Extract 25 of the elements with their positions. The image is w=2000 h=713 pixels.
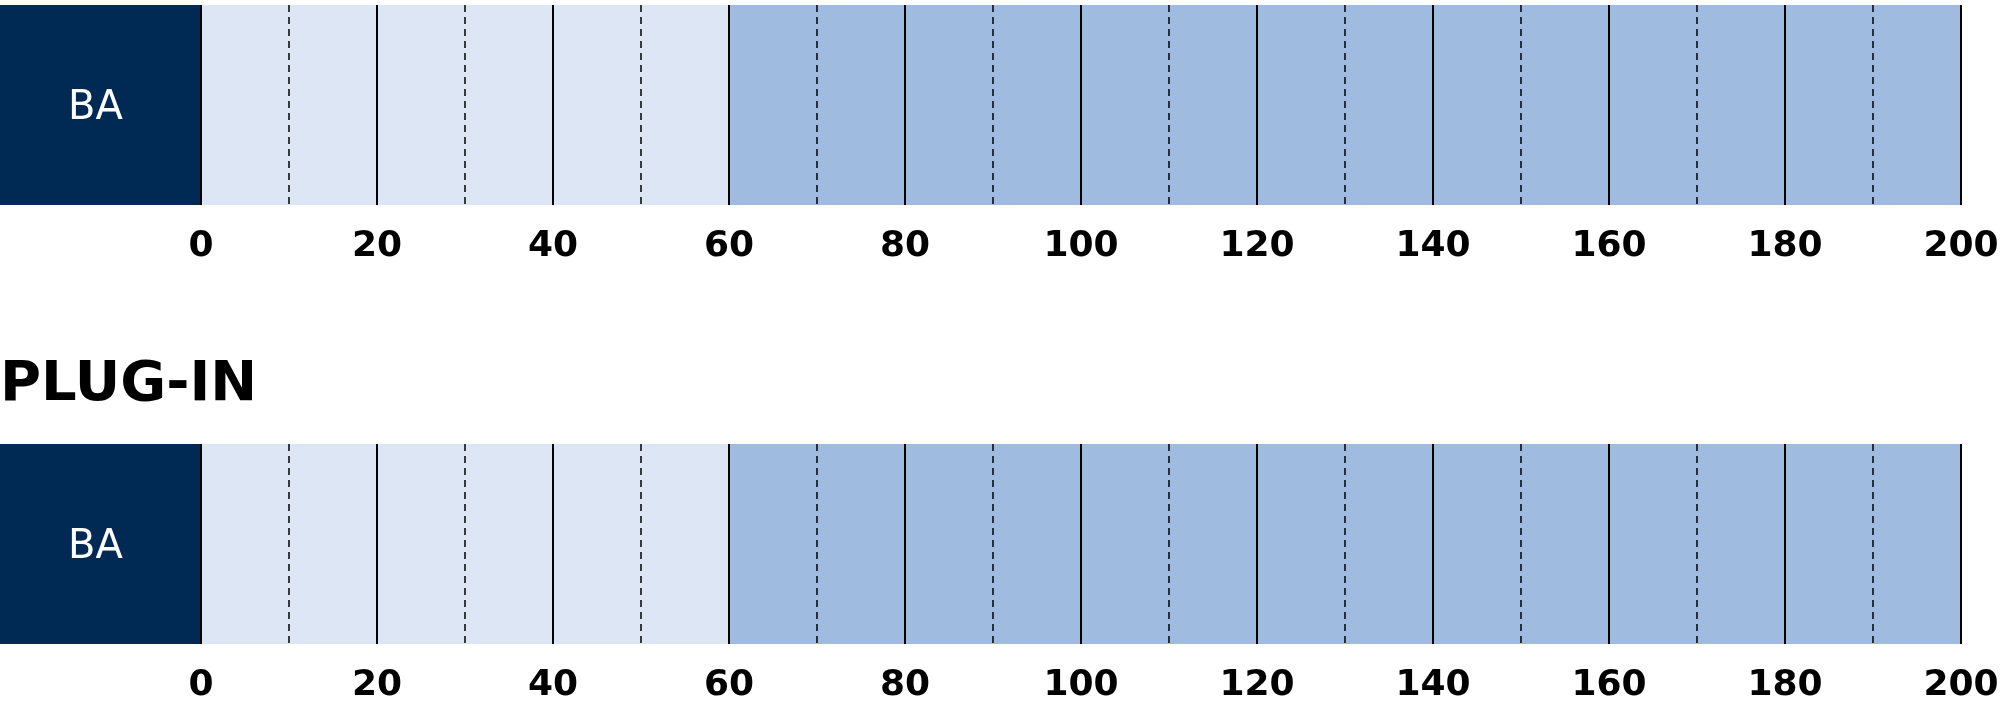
- x-tick-label: 200: [1923, 222, 1999, 264]
- x-tick-label: 140: [1395, 661, 1471, 703]
- x-tick-label: 80: [879, 661, 931, 703]
- x-tick-label: 140: [1395, 222, 1471, 264]
- x-tick-label: 20: [351, 661, 403, 703]
- x-tick-label: 0: [188, 661, 214, 703]
- x-tick-label: 180: [1747, 222, 1823, 264]
- x-tick-label: 80: [879, 222, 931, 264]
- x-tick-label: 40: [527, 222, 579, 264]
- x-tick-label: 60: [703, 661, 755, 703]
- x-tick-label: 120: [1219, 222, 1295, 264]
- x-tick-label: 160: [1571, 661, 1647, 703]
- x-tick-label: 160: [1571, 222, 1647, 264]
- x-tick-label: 20: [351, 222, 403, 264]
- x-tick-label: 200: [1923, 661, 1999, 703]
- x-tick-label: 100: [1043, 222, 1119, 264]
- x-tick-label: 120: [1219, 661, 1295, 703]
- x-tick-label: 180: [1747, 661, 1823, 703]
- x-tick-label: 60: [703, 222, 755, 264]
- x-tick-label: 40: [527, 661, 579, 703]
- y-tick-label: BA: [68, 521, 124, 567]
- x-tick-label: 0: [188, 222, 214, 264]
- x-tick-label: 100: [1043, 661, 1119, 703]
- chart-title: PLUG-IN: [0, 348, 258, 413]
- y-tick-label: BA: [68, 82, 124, 128]
